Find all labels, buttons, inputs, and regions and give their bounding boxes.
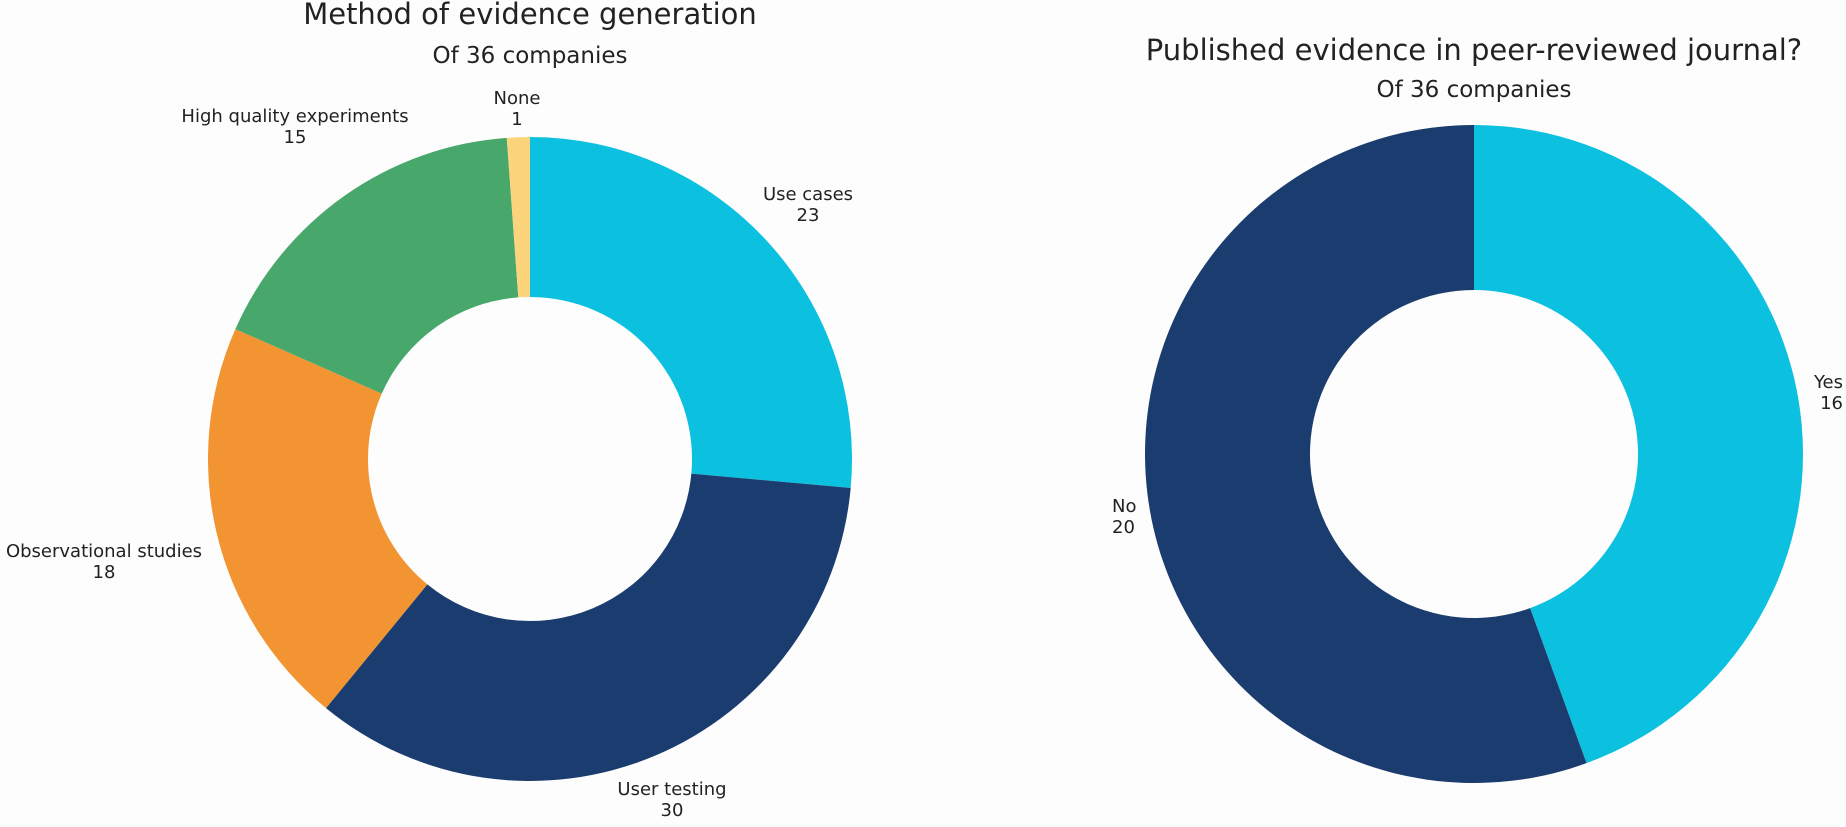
slice-label-high-quality-experiments: High quality experiments 15 [181,106,408,148]
slice-user-testing [326,473,851,781]
label-group: Yes 16 No 20 [1112,372,1843,538]
chart-subtitle: Of 36 companies [1376,77,1571,103]
slice-use-cases [530,137,852,489]
slice-label-user-testing: User testing 30 [617,779,726,821]
label-group: Use cases 23 User testing 30 Observational s… [6,88,853,821]
slice-yes [1474,125,1803,764]
slice-group [1145,125,1803,783]
evidence-method-donut: Method of evidence generation Of 36 comp… [6,0,853,821]
chart-title: Published evidence in peer-reviewed jour… [1146,33,1802,67]
slice-label-no: No 20 [1112,496,1136,538]
slice-label-yes: Yes 16 [1813,372,1843,414]
slice-label-none: None 1 [494,88,541,130]
slice-label-use-cases: Use cases 23 [763,184,853,226]
slice-observational-studies [208,329,428,709]
slice-none [506,137,530,298]
peer-review-donut: Published evidence in peer-reviewed jour… [1112,33,1843,783]
slice-group [208,137,852,781]
chart-subtitle: Of 36 companies [432,43,627,69]
slice-label-observational-studies: Observational studies 18 [6,541,202,583]
chart-title: Method of evidence generation [303,0,757,31]
slice-no [1145,125,1587,783]
slice-high-quality-experiments [235,137,519,394]
